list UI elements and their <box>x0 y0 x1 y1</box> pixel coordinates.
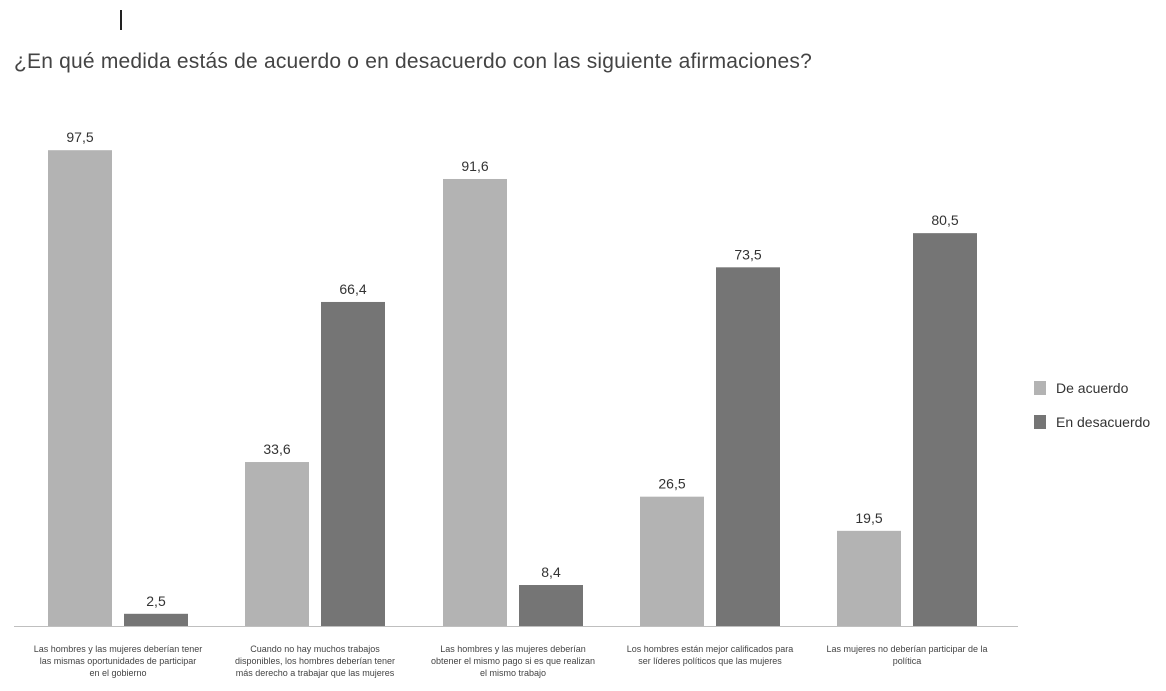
data-label-en-desacuerdo-4: 73,5 <box>734 246 761 262</box>
data-label-de-acuerdo-1: 97,5 <box>66 129 93 145</box>
legend-swatch-de-acuerdo <box>1034 381 1046 395</box>
legend-item-en-desacuerdo: En desacuerdo <box>1034 412 1150 432</box>
category-label-3: Las hombres y las mujeres deberían obtene… <box>431 644 595 678</box>
bar-en-desacuerdo-1 <box>124 613 188 626</box>
bar-en-desacuerdo-4 <box>716 267 780 626</box>
bar-en-desacuerdo-5 <box>913 233 977 626</box>
bar-en-desacuerdo-3 <box>519 585 583 626</box>
legend-swatch-en-desacuerdo <box>1034 415 1046 429</box>
bar-de-acuerdo-2 <box>245 462 309 626</box>
category-label-2: Cuando no hay muchos trabajos disponibles… <box>235 644 395 678</box>
category-label-5: Las mujeres no deberían participar de la… <box>826 644 987 666</box>
legend-item-de-acuerdo: De acuerdo <box>1034 378 1150 398</box>
chart-title: ¿En qué medida estás de acuerdo o en des… <box>14 50 812 73</box>
legend: De acuerdo En desacuerdo <box>1034 378 1150 446</box>
bar-en-desacuerdo-2 <box>321 301 385 626</box>
category-label-1: Las hombres y las mujeres deberían tener… <box>34 644 203 678</box>
data-label-de-acuerdo-3: 91,6 <box>461 158 488 174</box>
data-label-en-desacuerdo-3: 8,4 <box>541 564 561 580</box>
legend-label-de-acuerdo: De acuerdo <box>1056 380 1129 396</box>
data-label-en-desacuerdo-1: 2,5 <box>146 593 166 609</box>
data-label-en-desacuerdo-5: 80,5 <box>931 212 958 228</box>
bar-de-acuerdo-3 <box>443 178 507 626</box>
data-label-de-acuerdo-5: 19,5 <box>855 510 882 526</box>
category-label-4: Los hombres están mejor calificados para… <box>627 644 794 666</box>
data-label-de-acuerdo-2: 33,6 <box>263 441 290 457</box>
bar-de-acuerdo-5 <box>837 530 901 626</box>
bar-de-acuerdo-4 <box>640 496 704 626</box>
bar-de-acuerdo-1 <box>48 150 112 626</box>
legend-label-en-desacuerdo: En desacuerdo <box>1056 414 1151 430</box>
data-label-en-desacuerdo-2: 66,4 <box>339 281 366 297</box>
text-cursor-mark <box>120 10 122 30</box>
data-label-de-acuerdo-4: 26,5 <box>658 476 685 492</box>
